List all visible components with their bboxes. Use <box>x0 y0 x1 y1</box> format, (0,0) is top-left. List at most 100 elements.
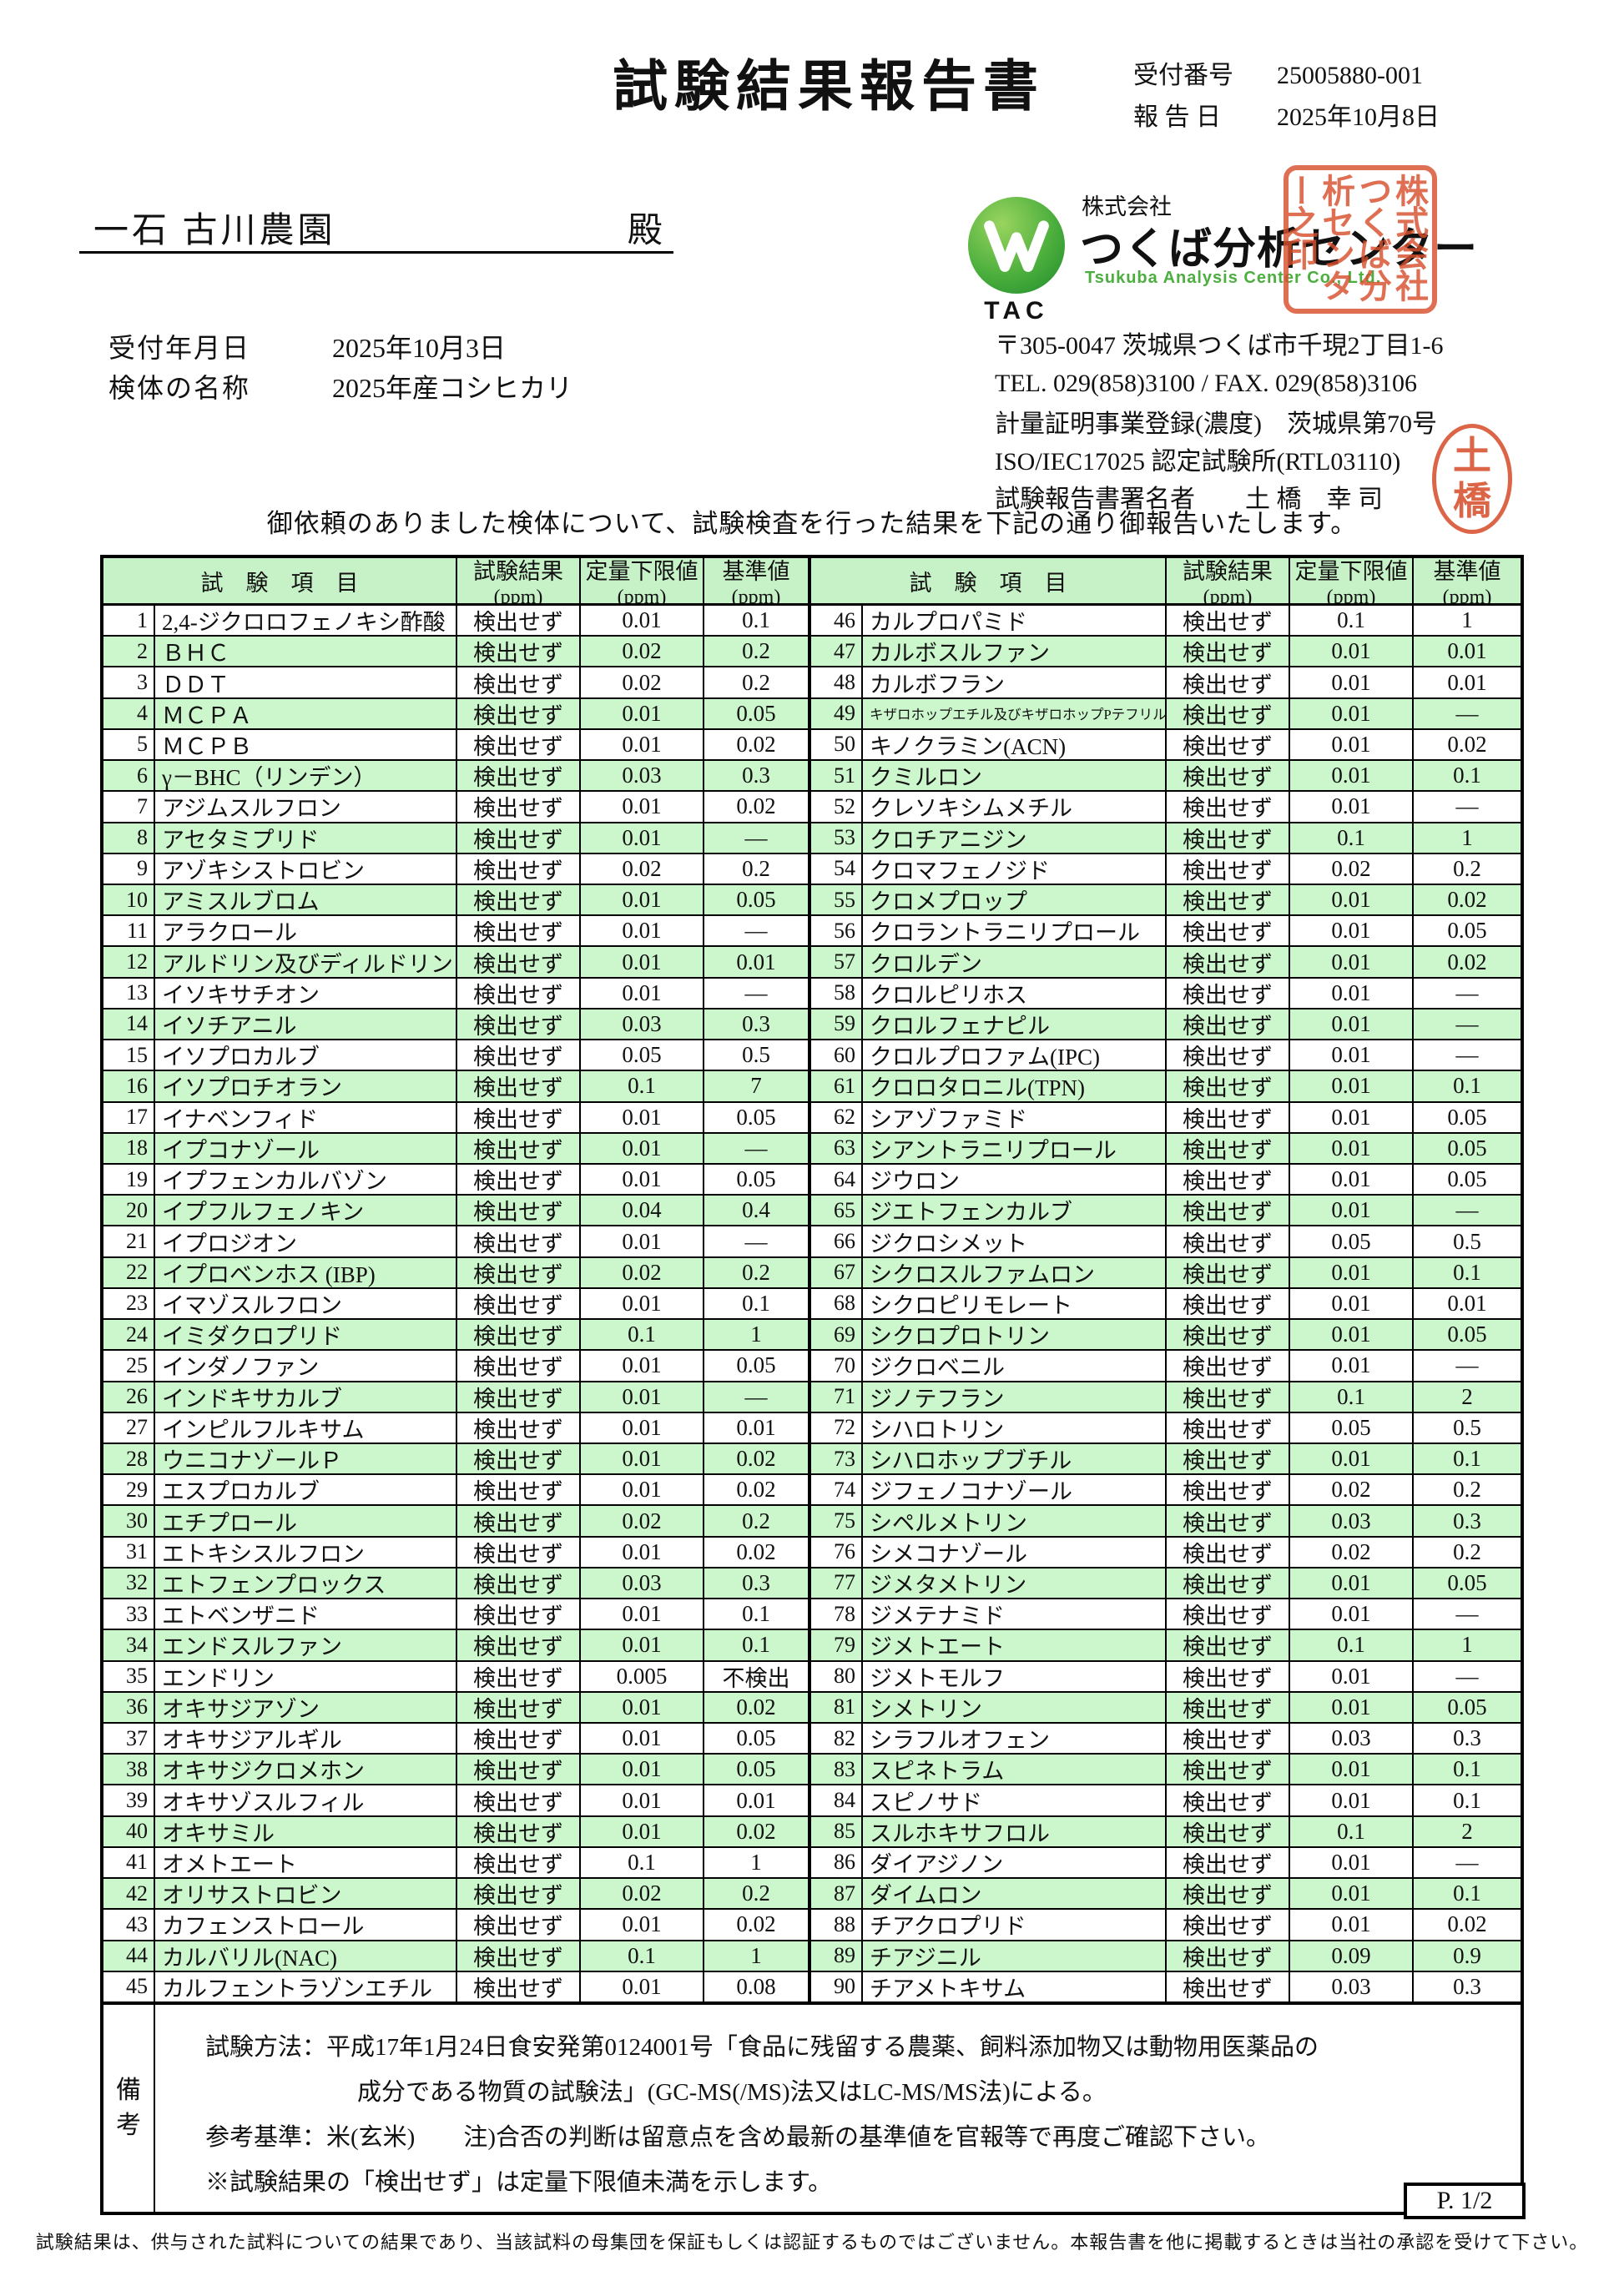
item-name: アジムスルフロン <box>155 792 457 823</box>
standard-value: 0.08 <box>704 1971 809 2003</box>
column-header-label: 定量下限値 <box>585 558 699 584</box>
loq-value: 0.01 <box>581 1226 704 1258</box>
loq-value: 0.02 <box>581 667 704 699</box>
test-result: 検出せず <box>457 1755 581 1786</box>
row-no: 76 <box>809 1537 863 1568</box>
test-result: 検出せず <box>457 667 581 699</box>
test-result: 検出せず <box>1167 1506 1290 1538</box>
standard-value: ― <box>704 1226 809 1258</box>
loq-value: 0.1 <box>1290 1816 1414 1848</box>
item-name: チアジニル <box>863 1941 1167 1972</box>
row-no: 70 <box>809 1351 863 1382</box>
item-name: ダイムロン <box>863 1879 1167 1911</box>
row-no: 27 <box>103 1412 155 1444</box>
test-result: 検出せず <box>457 823 581 854</box>
item-name: ジメテナミド <box>863 1599 1167 1631</box>
standard-value: 0.1 <box>1414 761 1521 793</box>
row-no: 43 <box>103 1910 155 1941</box>
loq-value: 0.02 <box>1290 1537 1414 1568</box>
header-item-right: 試 験 項 目 <box>809 558 1167 606</box>
test-result: 検出せず <box>457 729 581 762</box>
test-result: 検出せず <box>1167 1164 1290 1196</box>
standard-value: 0.1 <box>704 1288 809 1321</box>
standard-value: 不検出 <box>704 1661 809 1693</box>
standard-value: 0.2 <box>1414 1475 1521 1507</box>
loq-value: 0.01 <box>1290 947 1414 979</box>
standard-value: 1 <box>1414 1630 1521 1662</box>
test-result: 検出せず <box>457 1382 581 1413</box>
item-name: チアメトキサム <box>863 1971 1167 2003</box>
row-no: 86 <box>809 1847 863 1880</box>
test-result: 検出せず <box>1167 792 1290 823</box>
standard-value: 1 <box>704 1847 809 1880</box>
row-no: 13 <box>103 978 155 1010</box>
row-no: 33 <box>103 1599 155 1631</box>
standard-value: ― <box>1414 1662 1521 1693</box>
signer-seal-stamp: 土 橋 <box>1432 424 1512 534</box>
test-result: 検出せず <box>1167 1785 1290 1817</box>
recipient-underline <box>79 251 673 254</box>
test-result: 検出せず <box>1167 1040 1290 1072</box>
standard-value: ― <box>704 1382 809 1413</box>
item-name: クロロタロニル(TPN) <box>863 1071 1167 1103</box>
row-no: 88 <box>809 1910 863 1941</box>
standard-value: 0.02 <box>704 1443 809 1476</box>
receipt-block: 受付番号 25005880-001 報 告 日 2025年10月8日 <box>1133 55 1440 138</box>
header-standard-left: 基準値 (ppm) <box>704 558 809 606</box>
standard-value: 0.1 <box>1414 1257 1521 1289</box>
item-name: キザロホップエチル及びキザロホップPテフリル <box>863 698 1167 730</box>
loq-value: 0.01 <box>1290 792 1414 823</box>
remarks-body: 試験方法：平成17年1月24日食安発第0124001号「食品に残留する農薬、飼料… <box>155 2002 1521 2212</box>
loq-value: 0.01 <box>1290 1692 1414 1724</box>
standard-value: 0.02 <box>704 1910 809 1941</box>
standard-value: 0.05 <box>1414 916 1521 948</box>
test-result: 検出せず <box>1167 1351 1290 1382</box>
test-result: 検出せず <box>1167 916 1290 948</box>
loq-value: 0.1 <box>581 1847 704 1880</box>
item-name: ジメタメトリン <box>863 1568 1167 1600</box>
standard-value: 0.01 <box>704 1785 809 1817</box>
loq-value: 0.01 <box>1290 916 1414 948</box>
item-name: カフェンストロール <box>155 1910 457 1941</box>
standard-value: 0.02 <box>704 1816 809 1848</box>
test-result: 検出せず <box>1167 1071 1290 1103</box>
item-name: クミルロン <box>863 761 1167 793</box>
row-no: 49 <box>809 698 863 730</box>
loq-value: 0.01 <box>581 1630 704 1662</box>
standard-value: 0.02 <box>704 1537 809 1568</box>
loq-value: 0.03 <box>1290 1723 1414 1755</box>
item-name: イプフルフェノキン <box>155 1196 457 1227</box>
item-name: ＭＣＰＡ <box>155 698 457 730</box>
standard-value: 0.05 <box>1414 1103 1521 1134</box>
item-name: シメトリン <box>863 1692 1167 1724</box>
standard-value: 0.02 <box>704 1475 809 1507</box>
row-no: 74 <box>809 1475 863 1507</box>
item-name: クロマフェノジド <box>863 853 1167 885</box>
item-name: イマゾスルフロン <box>155 1288 457 1321</box>
item-name: クロルフェナピル <box>863 1009 1167 1041</box>
test-result: 検出せず <box>1167 1630 1290 1662</box>
loq-value: 0.01 <box>581 947 704 979</box>
item-name: アルドリン及びディルドリン <box>155 947 457 979</box>
sample-name-value: 2025年産コシヒカリ <box>332 373 573 403</box>
test-result: 検出せず <box>1167 1847 1290 1880</box>
test-result: 検出せず <box>1167 1692 1290 1724</box>
seal-char-top: 土 <box>1453 435 1491 477</box>
loq-value: 0.01 <box>581 978 704 1010</box>
loq-value: 0.02 <box>581 1879 704 1911</box>
loq-value: 0.01 <box>581 1785 704 1817</box>
standard-value: 0.9 <box>1414 1941 1521 1972</box>
loq-value: 0.01 <box>1290 1568 1414 1600</box>
row-no: 36 <box>103 1692 155 1724</box>
loq-value: 0.1 <box>1290 606 1414 637</box>
row-no: 19 <box>103 1164 155 1196</box>
loq-value: 0.01 <box>581 1412 704 1444</box>
company-name-en: Tsukuba Analysis Center Co., Ltd. <box>1085 269 1382 287</box>
test-result: 検出せず <box>457 1941 581 1972</box>
item-name: ウニコナゾールＰ <box>155 1443 457 1476</box>
row-no: 23 <box>103 1288 155 1321</box>
standard-value: 0.02 <box>704 792 809 823</box>
row-no: 68 <box>809 1288 863 1321</box>
standard-value: 0.1 <box>704 606 809 637</box>
standard-value: 0.01 <box>1414 1289 1521 1321</box>
